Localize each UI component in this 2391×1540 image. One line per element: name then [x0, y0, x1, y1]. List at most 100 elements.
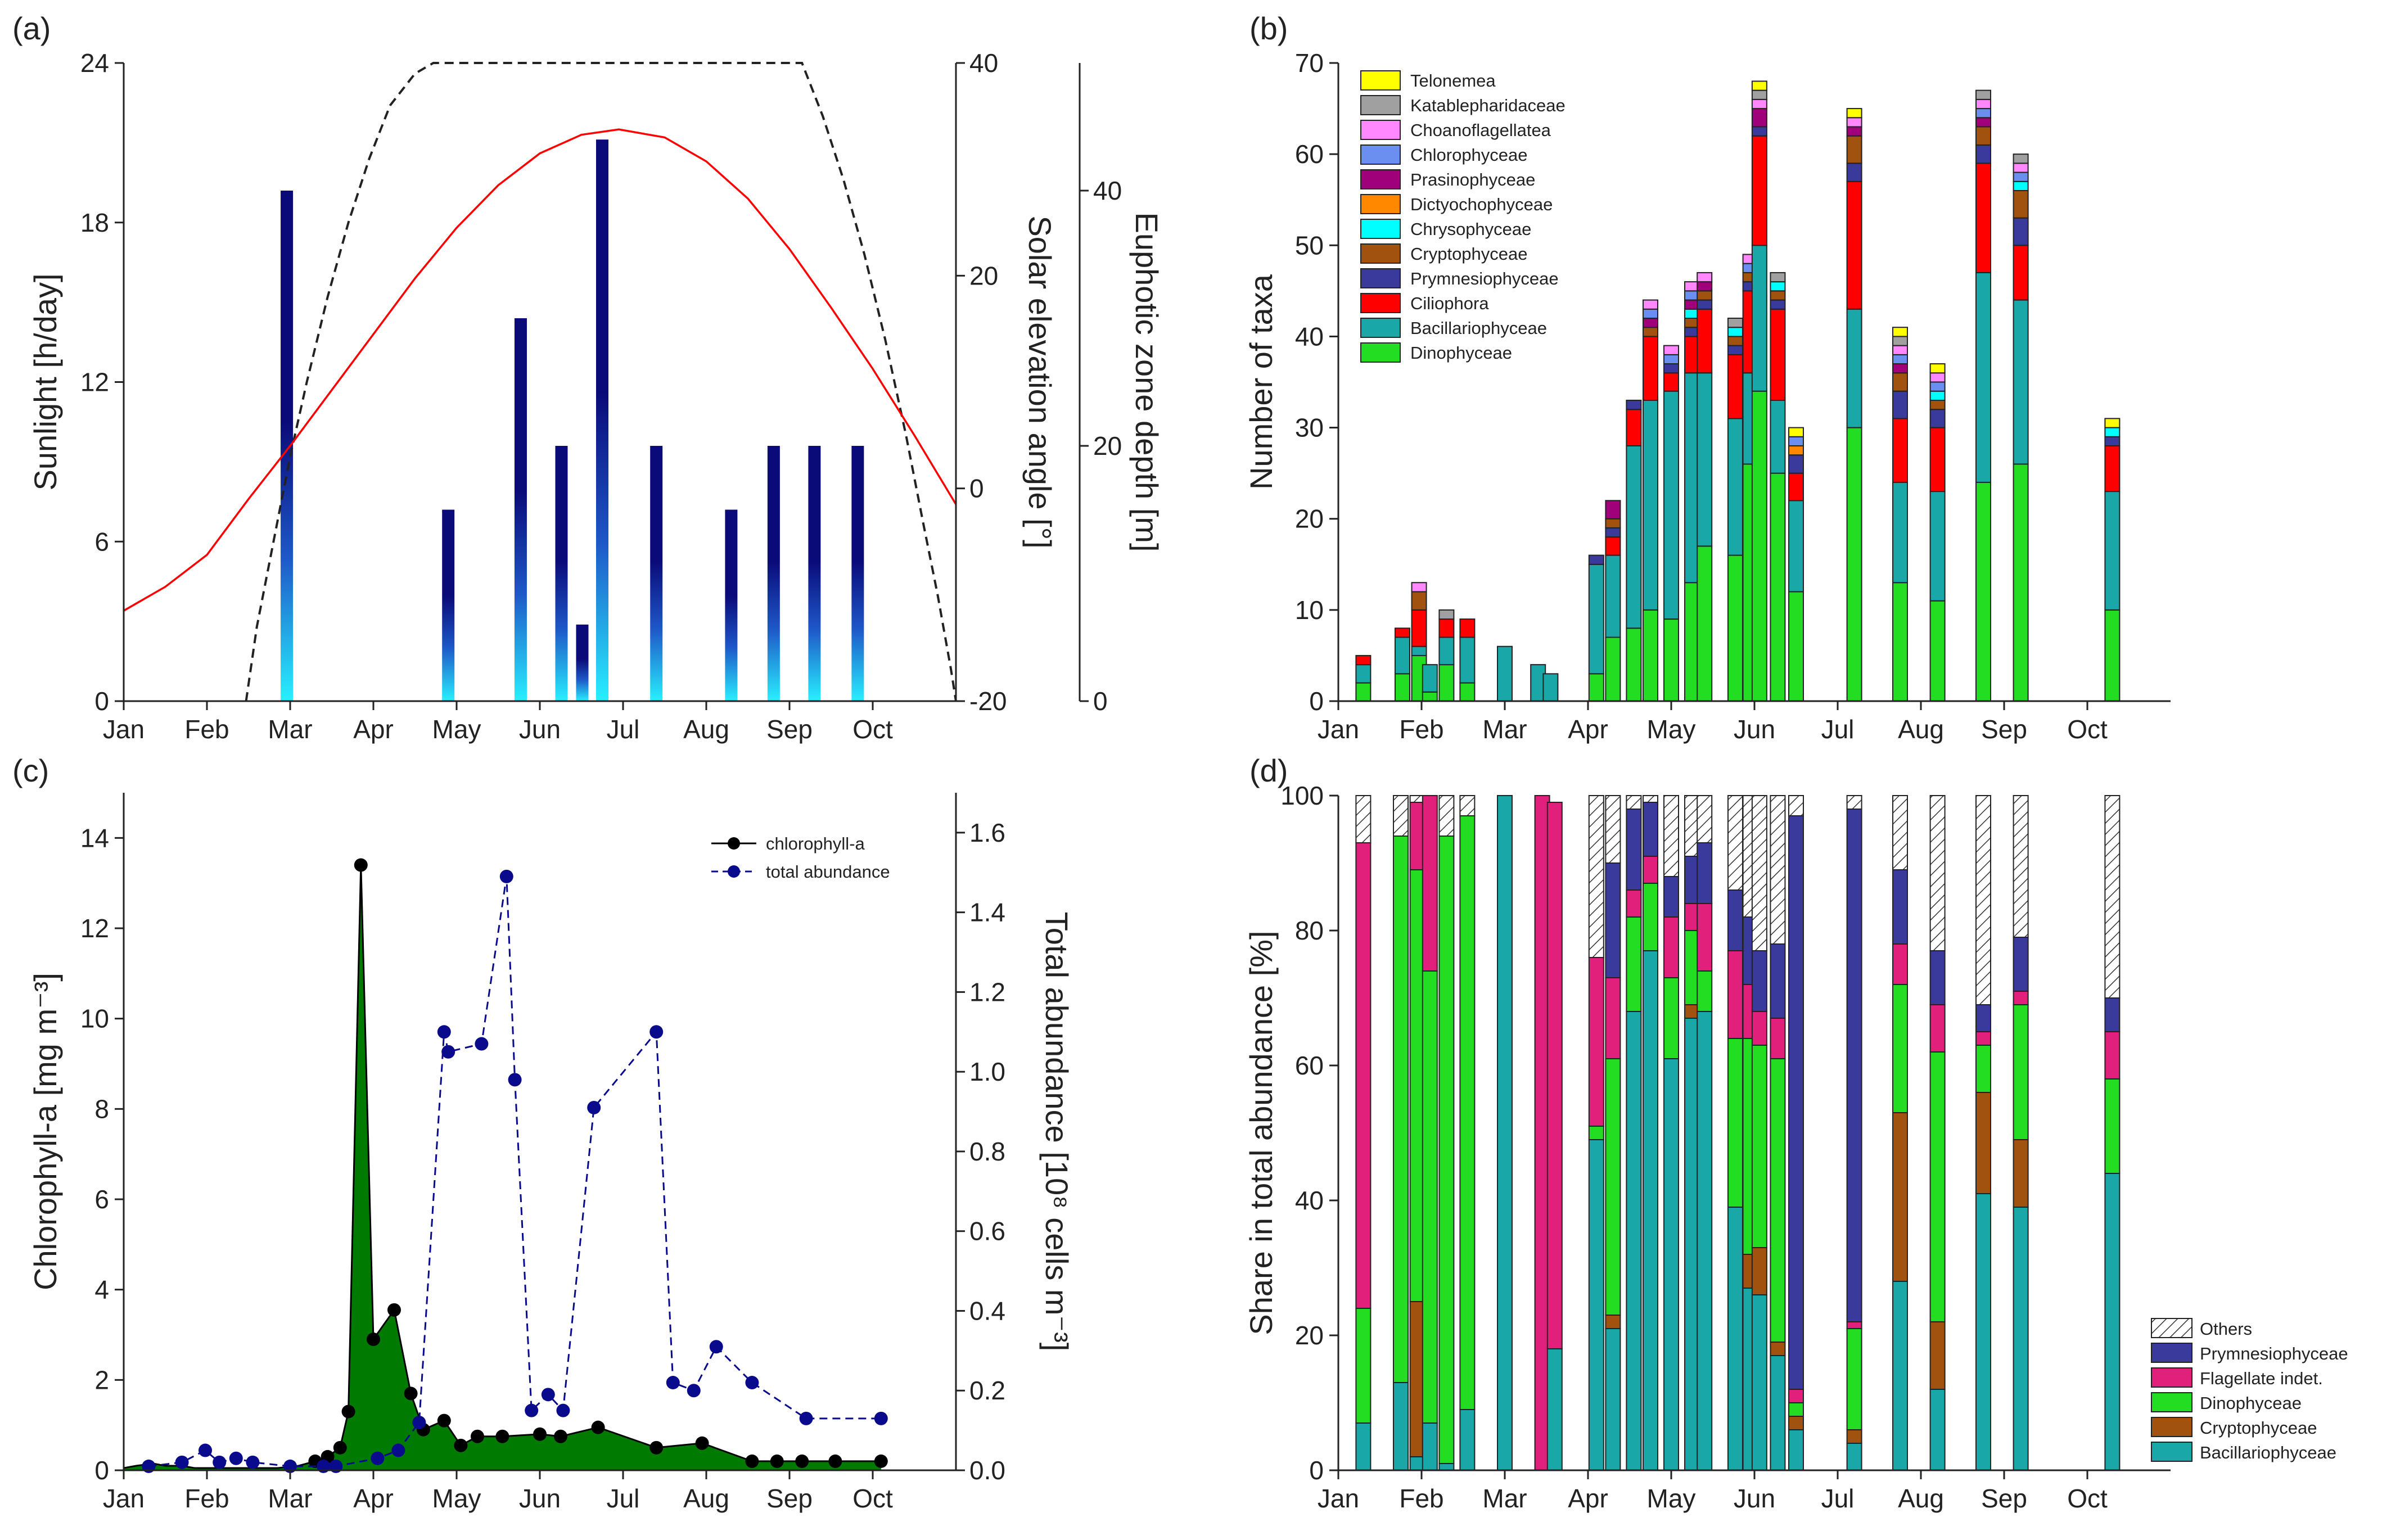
panel-d-segment-bacillariophyceae — [1643, 950, 1658, 1471]
panel-b-segment-dinophyceae — [1438, 664, 1455, 702]
panel-d-segment-dinophyceae — [1643, 883, 1658, 951]
panel-a-right1-y-tick-label: 40 — [969, 48, 998, 78]
panel-b-y-tick-label: 0 — [1309, 687, 1324, 716]
panel-b-segment-prymnesiophyceae — [1663, 363, 1679, 374]
panel-a-right2-label: Euphotic zone depth [m] — [1129, 213, 1165, 552]
abundance-point — [709, 1340, 723, 1354]
panel-d-segment-dinophyceae — [1846, 1328, 1862, 1430]
panel-b-segment-cryptophyceae — [1975, 126, 1991, 146]
panel-d-segment-dinophyceae — [2104, 1078, 2121, 1174]
panel-d-segment-dinophyceae — [1697, 970, 1713, 1012]
euphotic-depth-bar — [650, 446, 663, 701]
panel-d-segment-flagellateindet — [1626, 889, 1642, 918]
panel-b-segment-bacillariophyceae — [2013, 299, 2029, 465]
panel-d-y-tick-label: 60 — [1295, 1051, 1324, 1080]
chlorophyll-point — [354, 858, 368, 872]
panel-d-segment-flagellateindet — [1422, 795, 1438, 972]
chlorophyll-point — [695, 1436, 709, 1450]
panel-b-segment-cryptophyceae — [2013, 190, 2029, 219]
panel-a-x-tick-label: Mar — [268, 715, 312, 744]
panel-d-segment-flagellateindet — [1929, 1004, 1946, 1053]
abundance-point — [199, 1443, 213, 1457]
panel-b-segment-chlorophyceae — [1643, 308, 1658, 319]
panel-b-label: (b) — [1249, 11, 1288, 46]
euphotic-depth-bar — [442, 509, 455, 701]
panel-d-segment-dinophyceae — [1975, 1045, 1991, 1093]
panel-c-x-tick-label: Jun — [519, 1484, 561, 1513]
panel-d-legend-swatch — [2151, 1318, 2192, 1338]
panel-b-segment-bacillariophyceae — [1438, 636, 1455, 666]
panel-b-legend-swatch — [1360, 243, 1401, 264]
panel-a-label: (a) — [12, 11, 51, 46]
panel-d-segment-dinophyceae — [1459, 815, 1476, 1410]
panel-b-segment-ciliophora — [1355, 654, 1372, 666]
panel-d-x-tick-label: Jul — [1821, 1484, 1855, 1513]
panel-b-legend-swatch — [1360, 169, 1401, 189]
panel-b-segment-telonemea — [1929, 363, 1946, 374]
panel-b-segment-bacillariophyceae — [1643, 399, 1658, 611]
panel-b-segment-prymnesiophyceae — [1788, 454, 1804, 474]
panel-b-segment-choanoflagellatea — [1929, 372, 1946, 383]
panel-c-right-y-tick-label: 1.6 — [969, 818, 1005, 847]
chlorophyll-point — [367, 1333, 380, 1347]
panel-d-segment-dinophyceae — [1892, 984, 1908, 1113]
panel-b-segment-choanoflagellatea — [1643, 299, 1658, 310]
panel-d-segment-others — [1459, 795, 1476, 816]
panel-b-legend-label: Cryptophyceae — [1410, 244, 1528, 264]
panel-d-segment-dinophyceae — [1438, 836, 1455, 1464]
panel-b-segment-prymnesiophyceae — [1892, 390, 1908, 419]
panel-b-segment-bacillariophyceae — [1663, 390, 1679, 620]
panel-b-segment-chlorophyceae — [1929, 381, 1946, 392]
panel-a: (a) Jan Feb Mar Apr May Jun Jul Aug Sep Oct 0 6 12 18 2… — [12, 11, 1165, 744]
abundance-point — [556, 1403, 570, 1417]
panel-d-segment-others — [1846, 795, 1862, 810]
panel-b-legend-swatch — [1360, 70, 1401, 91]
panel-d-segment-bacillariophyceae — [1727, 1207, 1743, 1471]
panel-d-x-tick-label: Sep — [1981, 1484, 2027, 1513]
panel-b-segment-cryptophyceae — [1605, 518, 1621, 529]
panel-c-right-label: Total abundance [10⁸ cells m⁻³] — [1039, 912, 1075, 1352]
abundance-point — [666, 1376, 680, 1390]
panel-d-legend-swatch — [2151, 1343, 2192, 1363]
panel-d-segment-others — [1975, 795, 1991, 1005]
panel-d-segment-flagellateindet — [1892, 943, 1908, 985]
panel-b-x-tick-label: Apr — [1568, 715, 1608, 744]
panel-b-legend-swatch — [1360, 293, 1401, 313]
panel-b-segment-bacillariophyceae — [1697, 372, 1713, 547]
panel-b-segment-bacillariophyceae — [1892, 481, 1908, 584]
panel-b-segment-telonemea — [1846, 108, 1862, 119]
panel-c-y-tick-label: 2 — [94, 1365, 109, 1394]
panel-b-segment-chrysophyceae — [2104, 427, 2121, 437]
panel-b-y-tick-label: 70 — [1295, 48, 1324, 78]
legend-chl-label: chlorophyll-a — [766, 834, 865, 853]
panel-b-segment-dinophyceae — [2013, 463, 2029, 702]
panel-b-segment-choanoflagellatea — [1663, 345, 1679, 355]
panel-c-x-tick-label: Apr — [353, 1484, 394, 1513]
panel-b-legend-swatch — [1360, 194, 1401, 214]
panel-d-segment-cryptophyceae — [1751, 1247, 1767, 1295]
panel-b-segment-dinophyceae — [1892, 582, 1908, 702]
panel-b-segment-prasinophyceae — [1643, 318, 1658, 328]
abundance-point — [799, 1411, 813, 1425]
panel-b-segment-katablepharidaceae — [1975, 89, 1991, 100]
panel-b-segment-ciliophora — [1727, 354, 1743, 419]
panel-d-segment-flagellateindet — [1605, 977, 1621, 1059]
panel-c-right-y-tick-label: 0.0 — [969, 1456, 1005, 1485]
panel-b-segment-ciliophora — [1643, 336, 1658, 401]
panel-b-segment-prymnesiophyceae — [1770, 299, 1786, 310]
panel-d-y-tick-label: 100 — [1280, 781, 1324, 810]
panel-d-segment-cryptophyceae — [1892, 1112, 1908, 1282]
abundance-point — [745, 1376, 759, 1390]
panel-d-segment-dinophyceae — [1626, 916, 1642, 1012]
panel-b-segment-ciliophora — [1411, 609, 1427, 647]
euphotic-depth-bar — [555, 446, 568, 701]
solar-elevation-line — [245, 62, 957, 702]
panel-b-segment-dinophyceae — [1355, 682, 1372, 702]
panel-d-y-tick-label: 40 — [1295, 1186, 1324, 1215]
panel-d-legend-swatch — [2151, 1392, 2192, 1412]
panel-a-right1-y-tick-label: 0 — [969, 474, 984, 503]
panel-d-segment-bacillariophyceae — [1422, 1422, 1438, 1471]
panel-b-legend-label: Dinophyceae — [1410, 343, 1512, 363]
panel-b-segment-bacillariophyceae — [1497, 645, 1513, 702]
panel-b-segment-bacillariophyceae — [1355, 664, 1372, 684]
